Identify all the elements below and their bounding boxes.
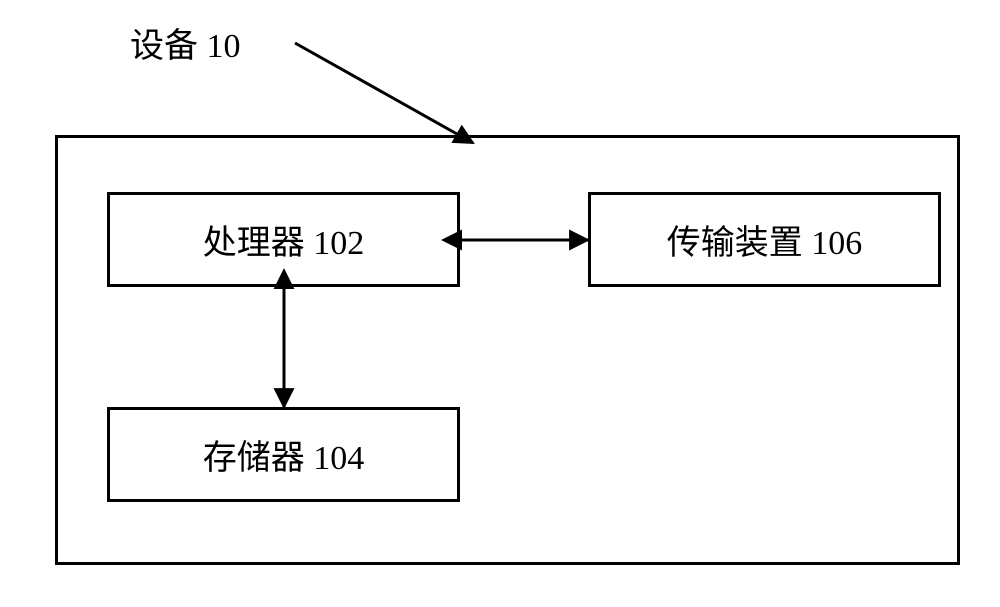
memory-block: 存储器 104 bbox=[107, 407, 460, 502]
memory-label: 存储器 104 bbox=[203, 430, 365, 479]
title-arrow bbox=[295, 43, 473, 143]
diagram-canvas: 设备 10 处理器 102 传输装置 106 存储器 104 bbox=[0, 0, 1000, 607]
processor-label: 处理器 102 bbox=[203, 215, 365, 264]
transport-block: 传输装置 106 bbox=[588, 192, 941, 287]
processor-block: 处理器 102 bbox=[107, 192, 460, 287]
device-title: 设备 10 bbox=[130, 18, 241, 67]
transport-label: 传输装置 106 bbox=[667, 215, 863, 264]
